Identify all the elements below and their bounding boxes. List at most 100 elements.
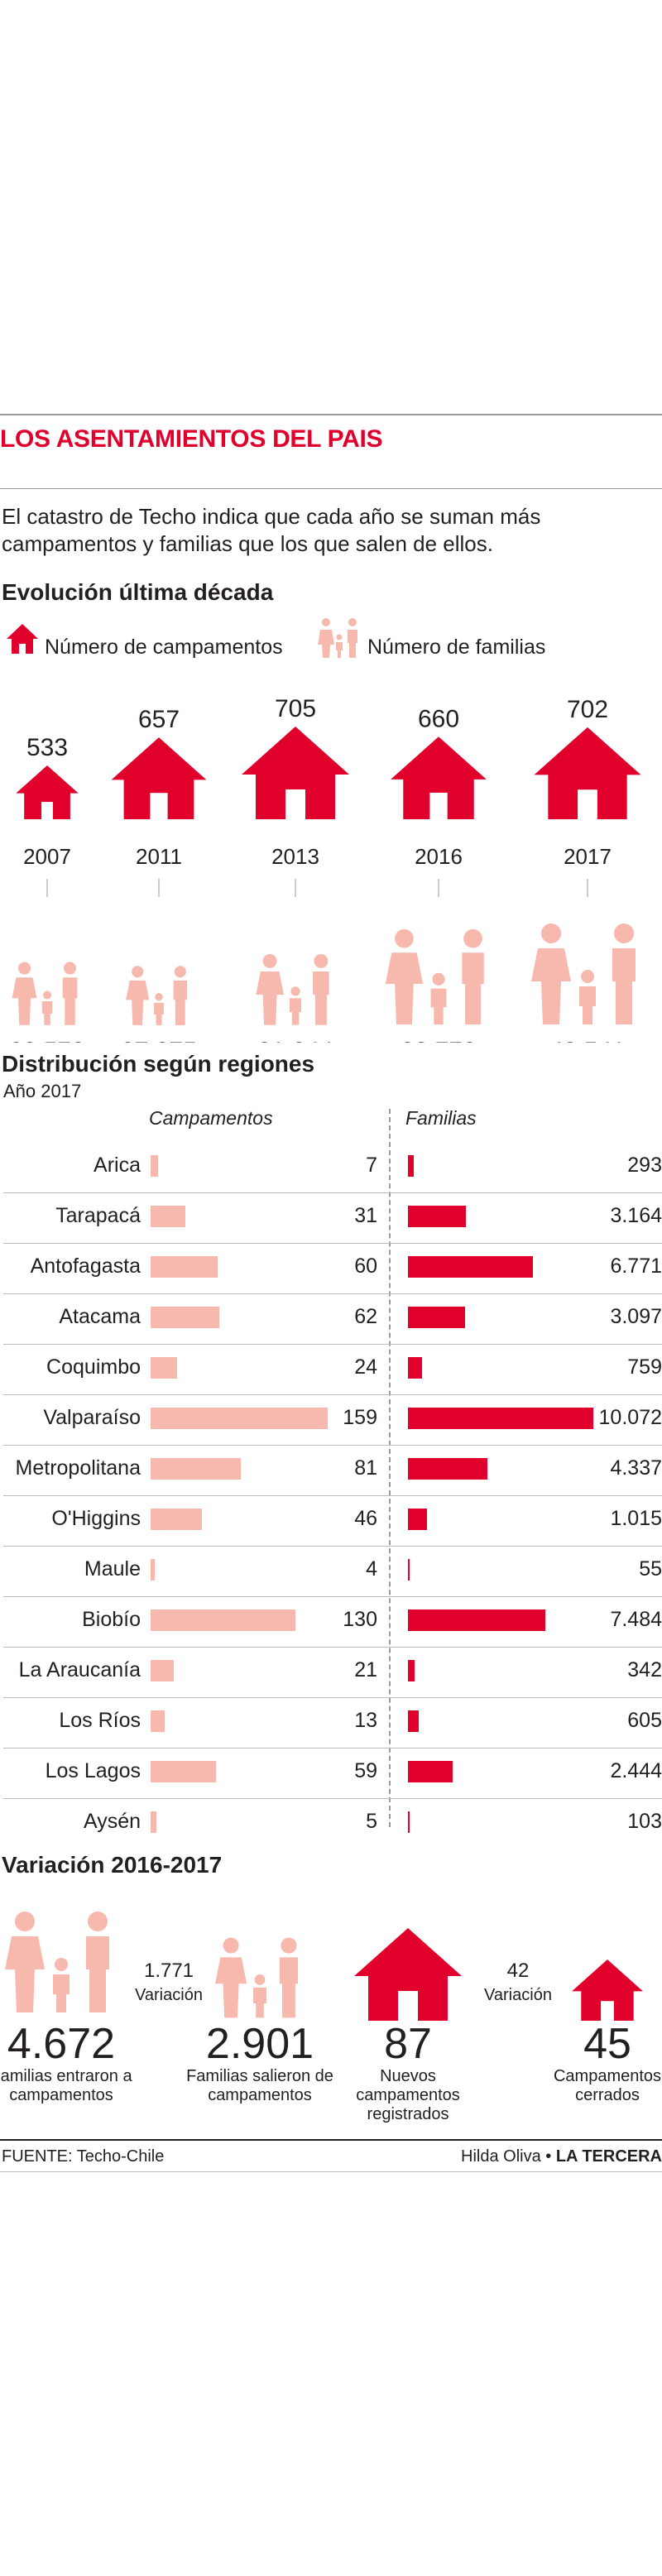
camp-bar-metropolitana [151,1458,242,1480]
row-divider [3,1697,662,1698]
row-divider [3,1293,662,1294]
footer-source: FUENTE: Techo-Chile [2,2147,165,2166]
family-value-2007: 28.578 [9,1038,85,1043]
family-value-tarapac-: 3.164 [610,1204,662,1227]
camp-value-los-lagos: 59 [354,1759,377,1782]
variation-title: Variación 2016-2017 [2,1852,223,1878]
camp-value-2011: 657 [138,706,180,733]
family-bar-valpara-so [408,1408,593,1429]
region-label-antofagasta: Antofagasta [30,1254,141,1278]
page-title: LOS ASENTAMIENTOS DEL PAIS [0,425,383,453]
family-bar-los-lagos [408,1761,453,1782]
row-divider [3,1798,662,1799]
region-label-tarapac-: Tarapacá [55,1204,141,1227]
family-bar-biob-o [408,1609,546,1631]
closed-camps-label: Campamentos cerrados [553,2067,662,2104]
new-camps-icon [354,1928,462,2021]
camp-value-arica: 7 [366,1154,377,1177]
camp-bar-arica [151,1155,159,1177]
row-divider [3,1344,662,1345]
camp-bar-o-higgins [151,1509,202,1530]
region-label-metropolitana: Metropolitana [15,1456,141,1480]
camp-value-2013: 705 [275,695,316,722]
family-value-los-lagos: 2.444 [610,1759,662,1782]
year-label-2013: 2013 [271,844,319,869]
legend-house-icon [7,624,38,654]
camp-value-atacama: 62 [354,1305,377,1328]
camp-bar-coquimbo [151,1357,178,1379]
region-label-o-higgins: O'Higgins [51,1507,141,1530]
year-label-2011: 2011 [136,844,182,869]
row-divider [3,1748,662,1749]
legend-camps-label: Número de campamentos [45,636,283,659]
families-out-label: Familias salieron de campamentos [186,2067,333,2104]
camp-value-antofagasta: 60 [354,1254,377,1278]
row-divider [3,1596,662,1597]
family-value-metropolitana: 4.337 [610,1456,662,1480]
camp-value-tarapac-: 31 [354,1204,377,1227]
family-value-maule: 55 [639,1557,662,1581]
family-bar-antofagasta [408,1256,533,1278]
family-icon-2007 [12,962,78,1025]
family-value-ays-n: 103 [627,1810,662,1833]
region-label-maule: Maule [84,1557,141,1581]
camp-bar-maule [151,1559,156,1581]
camp-bar-la-araucan-a [151,1660,175,1681]
evolution-title: Evolución última década [2,579,274,605]
family-value-2013: 31.044 [257,1038,333,1043]
camp-house-2007 [16,765,79,819]
camp-value-los-r-os: 13 [354,1709,377,1732]
camp-value-valpara-so: 159 [343,1406,377,1429]
family-bar-tarapac- [408,1206,467,1227]
family-value-2017: 40.541 [549,1038,626,1043]
row-divider [3,1546,662,1547]
row-divider [3,1495,662,1496]
row-divider [3,1647,662,1648]
camps-variation-value: 42 [506,1960,530,1982]
camp-value-2007: 533 [26,734,68,761]
region-label-los-lagos: Los Lagos [45,1759,141,1782]
family-bar-o-higgins [408,1509,427,1530]
camp-bar-ays-n [151,1811,156,1833]
family-value-2016: 38.770 [401,1038,477,1043]
family-bar-metropolitana [408,1458,488,1480]
camp-house-2017 [534,727,641,819]
camp-bar-los-r-os [151,1710,166,1732]
year-label-2016: 2016 [415,844,463,869]
families-in-label: Familias entraron a campamentos [0,2067,132,2104]
footer-separator: • [545,2147,552,2166]
camp-bar-atacama [151,1307,220,1328]
families-in-value: 4.672 [7,2020,116,2068]
row-divider [3,1394,662,1395]
family-bar-maule [408,1559,410,1581]
camp-value-biob-o: 130 [343,1608,377,1631]
row-divider [3,1445,662,1446]
family-bar-coquimbo [408,1357,422,1379]
families-variation-value: 1.771 [143,1960,194,1982]
year-label-2017: 2017 [564,844,612,869]
distribution-subtitle: Año 2017 [3,1081,82,1101]
footer-rule [0,2139,662,2141]
camp-bar-valpara-so [151,1408,328,1429]
top-rule [0,414,662,415]
family-bar-arica [408,1155,414,1177]
family-bar-ays-n [408,1811,410,1833]
camp-house-2016 [391,736,487,819]
footer-author: Hilda Oliva [461,2147,541,2166]
camp-bar-los-lagos [151,1761,217,1782]
family-bar-la-araucan-a [408,1660,415,1681]
closed-camps-icon [572,1960,643,2021]
new-camps-value: 87 [384,2020,432,2068]
footer-bottom-rule [0,2171,662,2172]
year-label-2007: 2007 [23,844,71,869]
camp-house-2011 [111,737,207,819]
family-icon-2013 [256,953,329,1025]
families-out-value: 2.901 [205,2020,314,2068]
column-divider [389,1109,391,1827]
region-label-la-araucan-a: La Araucanía [18,1658,141,1681]
row-divider [3,1192,662,1193]
camp-value-2017: 702 [567,696,608,723]
region-label-arica: Arica [94,1154,141,1177]
camp-value-ays-n: 5 [366,1810,377,1833]
camp-value-o-higgins: 46 [354,1507,377,1530]
